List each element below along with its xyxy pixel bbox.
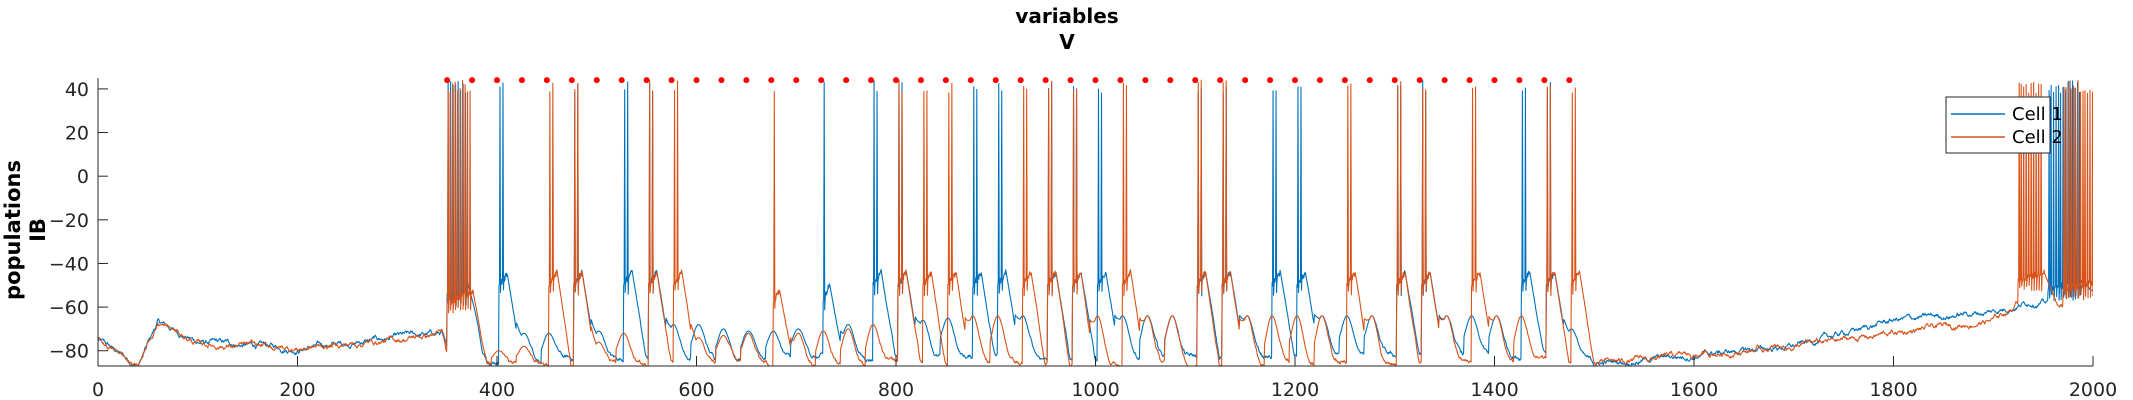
pulse-marker (1541, 77, 1548, 84)
pulse-marker-layer (444, 77, 1573, 84)
chart-title-line-1: variables (1015, 4, 1118, 28)
pulse-marker (1117, 77, 1124, 84)
y-axis-label-line-1: populations (1, 160, 25, 300)
axes-layer: 0 200 400 600 800 1000 1200 1400 1600 1800 2000−80… (49, 78, 2117, 400)
series-line-cell-1 (98, 79, 2093, 366)
pulse-marker (568, 77, 575, 84)
pulse-marker (1267, 77, 1274, 84)
pulse-marker (893, 77, 899, 84)
y-tick-label: 40 (65, 79, 89, 101)
pulse-marker (818, 77, 825, 84)
chart-title-line-2: V (1059, 30, 1075, 54)
pulse-marker (494, 77, 500, 84)
series-layer (98, 79, 2093, 366)
pulse-marker (693, 77, 700, 84)
pulse-marker (1316, 77, 1323, 84)
pulse-marker (668, 77, 675, 84)
x-tick-label: 1000 (1071, 379, 1119, 400)
pulse-marker (1566, 77, 1573, 84)
y-tick-label: 20 (65, 123, 89, 145)
pulse-marker (444, 77, 451, 84)
pulse-marker (518, 77, 525, 84)
pulse-marker (768, 77, 775, 84)
legend: Cell 1 Cell 2 (1945, 96, 2063, 154)
pulse-marker (1341, 77, 1348, 84)
legend-label-cell-1: Cell 1 (2012, 104, 2063, 125)
pulse-marker (1217, 77, 1224, 84)
x-tick-label: 1600 (1670, 379, 1718, 400)
pulse-marker (1042, 77, 1049, 84)
x-tick-label: 200 (279, 379, 315, 400)
y-tick-label: −80 (49, 341, 89, 363)
pulse-marker (1192, 77, 1199, 84)
y-tick-label: −40 (49, 253, 89, 275)
x-tick-label: 800 (878, 379, 914, 400)
pulse-marker (917, 77, 924, 84)
pulse-marker (1292, 77, 1298, 84)
pulse-marker (1441, 77, 1448, 84)
legend-label-cell-2: Cell 2 (2012, 127, 2063, 148)
pulse-marker (1466, 77, 1473, 84)
pulse-marker (469, 77, 476, 84)
pulse-marker (1491, 77, 1498, 84)
y-tick-label: −20 (49, 210, 89, 232)
pulse-marker (1142, 77, 1149, 84)
pulse-marker (1092, 77, 1099, 84)
y-tick-label: −60 (49, 297, 89, 319)
x-tick-label: 1400 (1470, 379, 1518, 400)
pulse-marker (543, 77, 550, 84)
pulse-marker (1366, 77, 1373, 84)
pulse-marker (942, 77, 949, 84)
pulse-marker (843, 77, 850, 84)
pulse-marker (1167, 77, 1174, 84)
pulse-marker (1391, 77, 1398, 84)
pulse-marker (1017, 77, 1024, 84)
pulse-marker (868, 77, 875, 84)
y-tick-label: 0 (77, 166, 89, 188)
pulse-marker (743, 77, 750, 84)
pulse-marker (967, 77, 974, 84)
pulse-marker (718, 77, 725, 84)
x-tick-label: 600 (678, 379, 714, 400)
pulse-marker (1416, 77, 1423, 84)
pulse-marker (1516, 77, 1523, 84)
pulse-marker (1067, 77, 1074, 84)
x-tick-label: 1800 (1869, 379, 1917, 400)
x-tick-label: 0 (92, 379, 104, 400)
x-tick-label: 2000 (2069, 379, 2117, 400)
pulse-marker (992, 77, 999, 84)
x-tick-label: 1200 (1271, 379, 1319, 400)
pulse-marker (618, 77, 625, 84)
series-line-cell-2 (98, 79, 2093, 366)
pulse-marker (793, 77, 800, 84)
x-tick-label: 400 (479, 379, 515, 400)
legend-box (1945, 96, 2051, 154)
y-axis-label-line-2: IB (26, 218, 50, 242)
pulse-marker (593, 77, 600, 84)
pulse-marker (1242, 77, 1249, 84)
pulse-marker (643, 77, 650, 84)
